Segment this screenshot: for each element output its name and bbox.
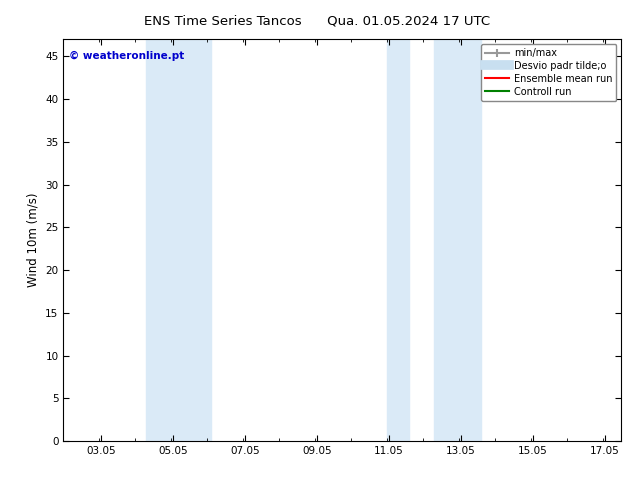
Y-axis label: Wind 10m (m/s): Wind 10m (m/s) [27,193,40,287]
Legend: min/max, Desvio padr tilde;o, Ensemble mean run, Controll run: min/max, Desvio padr tilde;o, Ensemble m… [481,44,616,100]
Text: ENS Time Series Tancos      Qua. 01.05.2024 17 UTC: ENS Time Series Tancos Qua. 01.05.2024 1… [144,15,490,28]
Bar [387,39,409,441]
Bar [146,39,211,441]
Text: © weatheronline.pt: © weatheronline.pt [69,51,184,61]
Bar [434,39,481,441]
